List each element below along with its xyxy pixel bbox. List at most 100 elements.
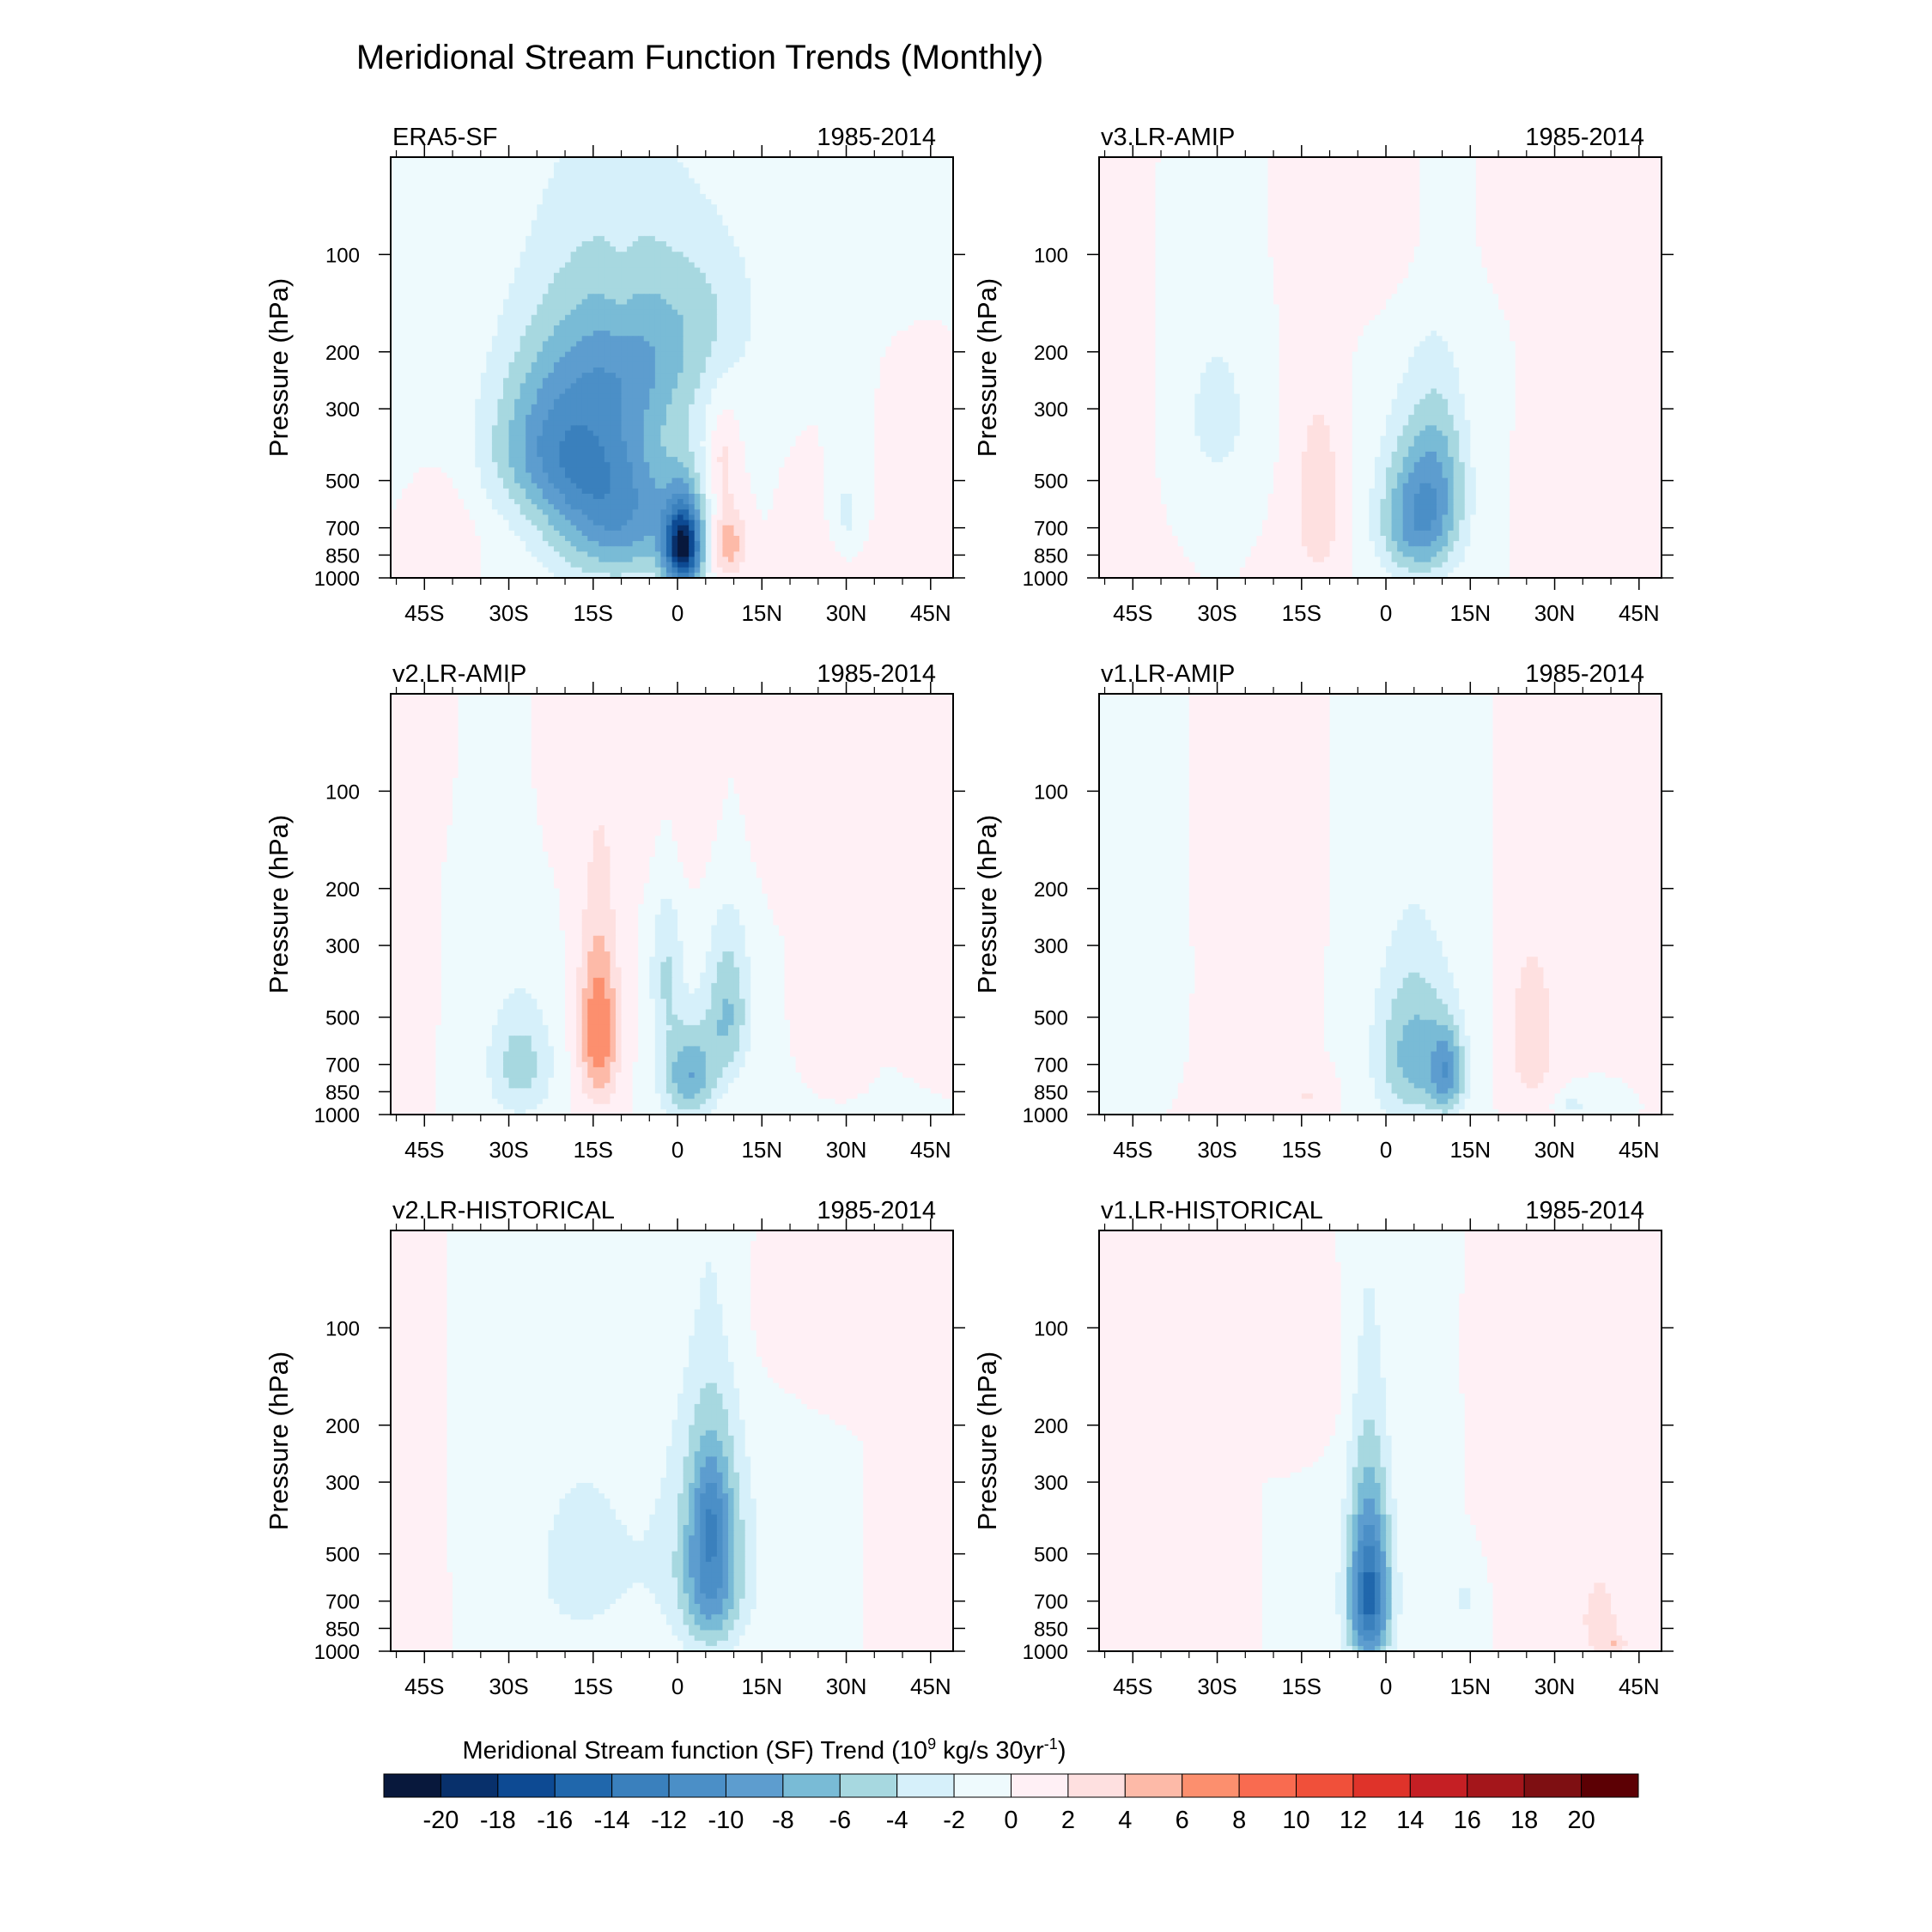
x-tick-label: 15S	[1282, 600, 1321, 626]
x-tick-label: 30S	[1197, 1674, 1236, 1699]
colorbar-tick-label: 0	[1004, 1807, 1018, 1834]
colorbar-tick-label: 18	[1510, 1807, 1538, 1834]
panel-name: v2.LR-AMIP	[392, 660, 526, 688]
colorbar-title-part1: Meridional Stream function (SF) Trend (1…	[463, 1737, 928, 1765]
colorbar-title: Meridional Stream function (SF) Trend (1…	[463, 1735, 1066, 1765]
colorbar-box	[782, 1773, 841, 1798]
x-tick-label: 15S	[574, 600, 613, 626]
y-tick-label: 300	[1034, 935, 1068, 958]
colorbar-tick-label: 20	[1567, 1807, 1595, 1834]
y-tick-label: 850	[1034, 544, 1068, 568]
x-tick-label: 30S	[489, 600, 528, 626]
y-axis-label: Pressure (hPa)	[972, 815, 1002, 993]
panel-field	[1099, 157, 1662, 578]
colorbar-box	[383, 1773, 441, 1798]
panel-field	[1099, 1230, 1662, 1651]
y-tick-label: 100	[1034, 244, 1068, 267]
colorbar-box	[725, 1773, 784, 1798]
colorbar-tick-label: 4	[1118, 1807, 1132, 1834]
y-tick-label: 700	[1034, 518, 1068, 541]
x-tick-label: 15S	[574, 1674, 613, 1699]
panel-period: 1985-2014	[817, 124, 936, 151]
panel-name: v1.LR-HISTORICAL	[1101, 1197, 1323, 1224]
colorbar-tick-label: -8	[772, 1807, 794, 1834]
x-tick-label: 30N	[1534, 1137, 1576, 1163]
x-tick-label: 45S	[404, 1674, 444, 1699]
x-tick-label: 30N	[1534, 1674, 1576, 1699]
colorbar-box	[1124, 1773, 1183, 1798]
x-tick-label: 15N	[741, 1137, 782, 1163]
panel-5: v2.LR-HISTORICAL 1985-2014 100 200 300 500 700…	[264, 1197, 965, 1699]
x-tick-label: 45N	[1619, 1674, 1660, 1699]
colorbar-tick-label: -18	[480, 1807, 516, 1834]
x-tick-label: 15N	[741, 1674, 782, 1699]
y-tick-label: 1000	[314, 1104, 360, 1127]
x-tick-label: 45N	[910, 1674, 951, 1699]
panel-2: v3.LR-AMIP 1985-2014 100 200 300 500 700 850100…	[972, 124, 1674, 626]
colorbar-tick-label: 14	[1396, 1807, 1424, 1834]
y-axis-label: Pressure (hPa)	[972, 278, 1002, 457]
colorbar: Meridional Stream function (SF) Trend (1…	[383, 1735, 1639, 1834]
panel-frame	[390, 156, 954, 579]
y-axis-label: Pressure (hPa)	[972, 1352, 1002, 1530]
colorbar-box	[1067, 1773, 1126, 1798]
x-tick-label: 45S	[404, 1137, 444, 1163]
y-tick-label: 1000	[314, 1641, 360, 1664]
x-tick-label: 45N	[910, 600, 951, 626]
colorbar-tick-label: -2	[943, 1807, 965, 1834]
x-tick-label: 15N	[1449, 1674, 1491, 1699]
y-tick-label: 500	[1034, 471, 1068, 494]
y-tick-label: 1000	[1023, 1641, 1068, 1664]
colorbar-tick-label: -20	[422, 1807, 459, 1834]
x-tick-label: 0	[671, 600, 683, 626]
x-tick-label: 30S	[489, 1674, 528, 1699]
colorbar-tick-label: -4	[886, 1807, 908, 1834]
x-tick-label: 15S	[1282, 1137, 1321, 1163]
y-tick-label: 100	[325, 244, 360, 267]
colorbar-title-exp1: 9	[927, 1735, 936, 1753]
x-tick-label: 30N	[826, 1674, 867, 1699]
x-tick-label: 30N	[1534, 600, 1576, 626]
colorbar-box	[1523, 1773, 1583, 1798]
y-tick-label: 200	[325, 878, 360, 902]
colorbar-title-exp2: -1	[1044, 1735, 1058, 1753]
y-tick-label: 850	[1034, 1618, 1068, 1641]
panel-6: v1.LR-HISTORICAL 1985-2014 100 200 300 500 700…	[972, 1197, 1674, 1699]
panel-name: v2.LR-HISTORICAL	[392, 1197, 615, 1224]
colorbar-box	[1352, 1773, 1411, 1798]
y-tick-label: 1000	[1023, 1104, 1068, 1127]
y-tick-label: 850	[325, 1081, 360, 1104]
y-axis-label: Pressure (hPa)	[264, 1352, 294, 1530]
colorbar-labels: -20 -18 -16 -14 -12 -10 -8 -6 -4 -2 0 2 4 6 8 10 12 14 16 1…	[422, 1807, 1595, 1834]
x-tick-label: 30S	[489, 1137, 528, 1163]
panel-name: v3.LR-AMIP	[1101, 124, 1235, 151]
panel-period: 1985-2014	[1525, 124, 1644, 151]
colorbar-box	[1581, 1773, 1639, 1798]
panel-frame	[1098, 1230, 1662, 1652]
y-tick-label: 700	[325, 1591, 360, 1614]
colorbar-box	[1011, 1773, 1069, 1798]
x-tick-label: 15N	[1449, 1137, 1491, 1163]
colorbar-box	[1238, 1773, 1297, 1798]
y-tick-label: 200	[1034, 1415, 1068, 1438]
colorbar-tick-label: -14	[594, 1807, 630, 1834]
y-tick-label: 300	[325, 935, 360, 958]
y-tick-label: 300	[325, 398, 360, 422]
colorbar-tick-label: 10	[1282, 1807, 1309, 1834]
panel-period: 1985-2014	[817, 660, 936, 688]
colorbar-tick-label: 16	[1454, 1807, 1481, 1834]
x-tick-label: 0	[1380, 1674, 1392, 1699]
x-tick-label: 0	[1380, 1137, 1392, 1163]
y-tick-label: 200	[1034, 878, 1068, 902]
y-tick-label: 850	[1034, 1081, 1068, 1104]
y-tick-label: 500	[325, 1007, 360, 1030]
y-axis-label: Pressure (hPa)	[264, 815, 294, 993]
panel-3: v2.LR-AMIP 1985-2014 100 200 300 500 700 850100…	[264, 660, 965, 1163]
x-tick-label: 0	[671, 1137, 683, 1163]
x-tick-label: 30N	[826, 1137, 867, 1163]
colorbar-tick-label: -16	[537, 1807, 573, 1834]
y-tick-label: 700	[1034, 1054, 1068, 1078]
panel-frame	[390, 693, 954, 1115]
y-tick-label: 700	[325, 1054, 360, 1078]
